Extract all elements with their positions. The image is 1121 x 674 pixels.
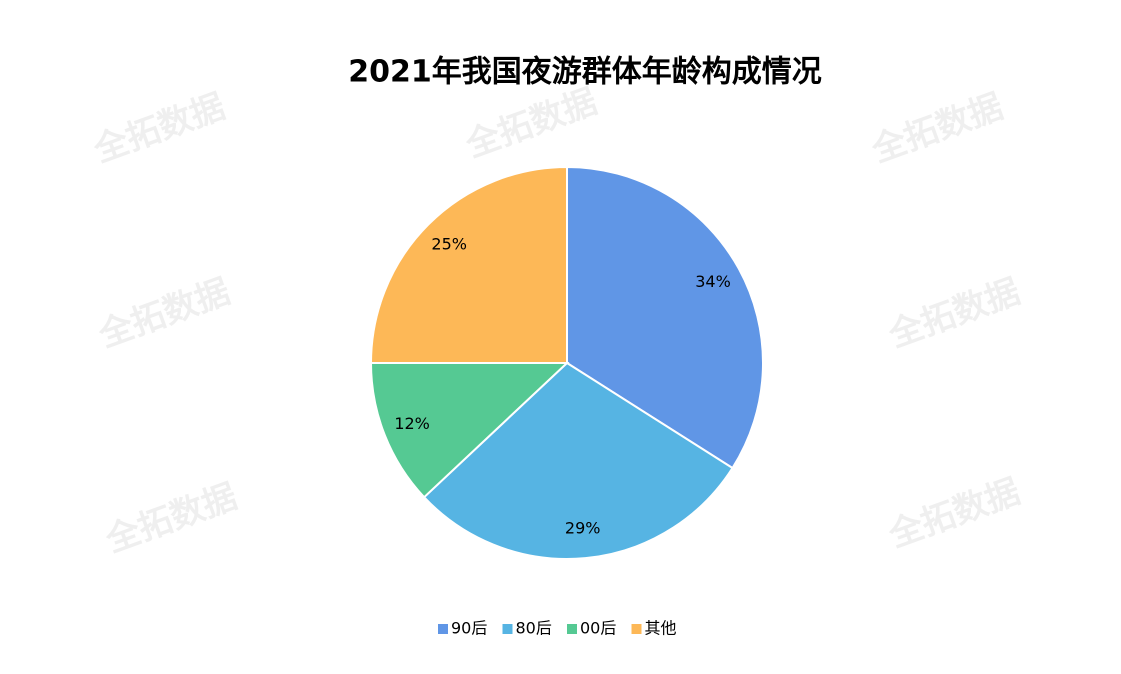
legend-swatch <box>567 624 577 634</box>
watermark: 全拓数据 <box>88 87 230 171</box>
legend-label: 00后 <box>580 619 616 638</box>
chart-title: 2021年我国夜游群体年龄构成情况 <box>348 55 822 90</box>
legend-label: 其他 <box>645 619 677 638</box>
watermark: 全拓数据 <box>866 87 1008 171</box>
pie-slice <box>369 362 570 499</box>
legend-swatch <box>631 624 642 634</box>
legend-swatch <box>502 624 513 634</box>
legend-label: 90后 <box>451 619 487 638</box>
legend-swatch <box>438 624 448 634</box>
data-label: 29% <box>565 518 601 537</box>
watermark: 全拓数据 <box>100 477 242 561</box>
data-label: 34% <box>695 272 731 291</box>
pie-slice <box>422 361 734 560</box>
data-label: 12% <box>394 414 430 433</box>
watermark: 全拓数据 <box>460 82 602 166</box>
watermark: 全拓数据 <box>93 272 235 356</box>
watermark: 全拓数据 <box>883 272 1025 356</box>
pie-slice <box>566 165 764 470</box>
watermark: 全拓数据 <box>883 472 1025 556</box>
legend-label: 80后 <box>516 619 552 638</box>
pie-slice <box>369 165 568 364</box>
data-label: 25% <box>431 235 467 254</box>
